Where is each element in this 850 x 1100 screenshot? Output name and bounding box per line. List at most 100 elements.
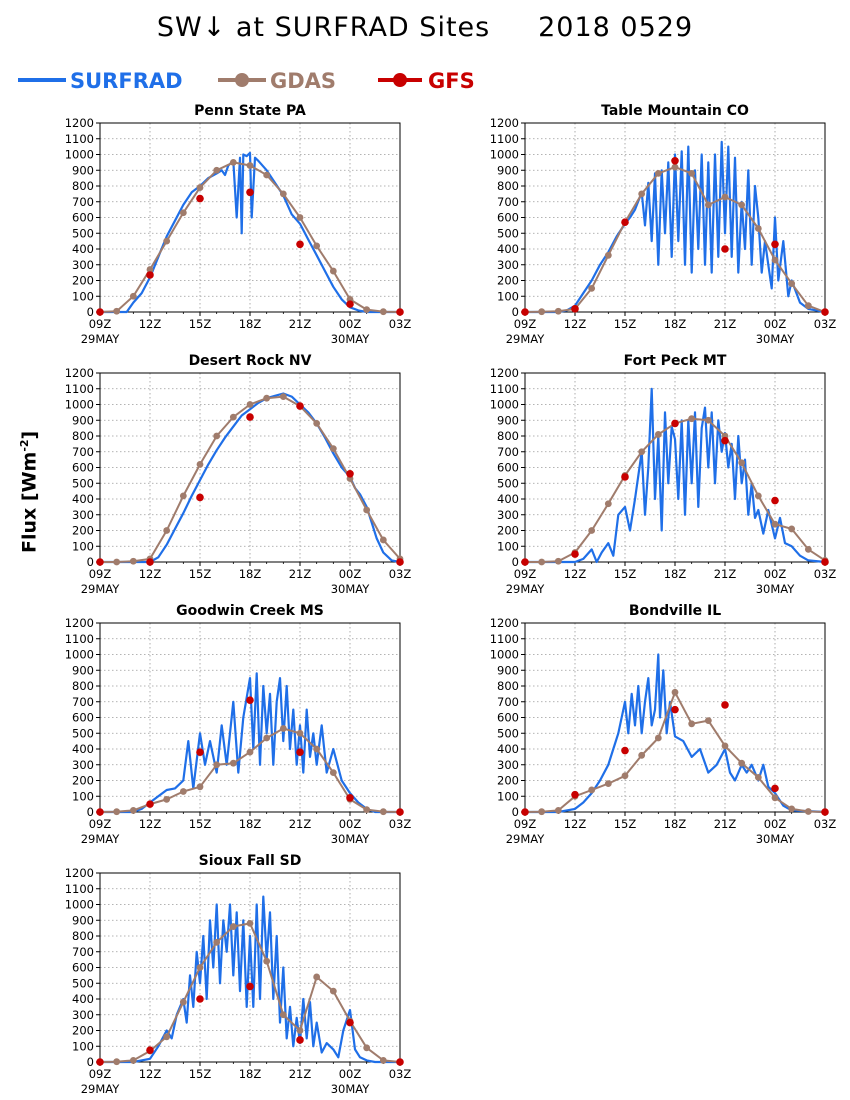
gdas-point xyxy=(246,162,254,169)
gfs-point xyxy=(196,995,204,1003)
gfs-point xyxy=(96,1058,104,1066)
gfs-point xyxy=(146,800,154,808)
gfs-point xyxy=(521,558,529,566)
y-tick-label: 1100 xyxy=(490,132,519,146)
gfs-point xyxy=(571,305,579,313)
gfs-point xyxy=(521,808,529,816)
gdas-point xyxy=(738,459,746,467)
y-tick-label: 1000 xyxy=(65,898,94,912)
gdas-point xyxy=(588,786,596,794)
y-tick-label: 0 xyxy=(512,305,519,319)
legend-surfrad: SURFRAD xyxy=(18,69,183,93)
y-tick-label: 0 xyxy=(87,805,94,819)
x-tick-label: 15Z xyxy=(614,567,637,581)
y-tick-label: 800 xyxy=(497,179,519,193)
x-tick-label: 15Z xyxy=(614,817,637,831)
date-label: 30MAY xyxy=(331,582,371,596)
y-tick-label: 900 xyxy=(72,413,94,427)
y-tick-label: 300 xyxy=(497,758,519,772)
x-tick-label: 03Z xyxy=(389,317,412,331)
gfs-point xyxy=(771,784,779,793)
surfrad-line xyxy=(100,895,400,1064)
x-tick-label: 12Z xyxy=(139,567,162,581)
x-tick-label: 18Z xyxy=(239,567,262,581)
y-tick-label: 700 xyxy=(72,445,94,459)
x-tick-label: 00Z xyxy=(764,817,787,831)
gdas-point xyxy=(113,808,121,816)
y-tick-label: 600 xyxy=(497,461,519,475)
panel-title: Penn State PA xyxy=(194,103,306,119)
gdas-point xyxy=(179,492,187,500)
panel-title: Fort Peck MT xyxy=(624,353,727,369)
gdas-point xyxy=(754,492,762,500)
y-tick-label: 300 xyxy=(497,508,519,522)
x-tick-label: 12Z xyxy=(564,567,587,581)
y-tick-label: 1000 xyxy=(65,398,94,412)
surfrad-line xyxy=(525,653,826,814)
y-tick-label: 200 xyxy=(72,274,94,288)
y-tick-label: 700 xyxy=(72,945,94,959)
gdas-point xyxy=(638,751,646,759)
date-label: 29MAY xyxy=(81,332,121,346)
y-tick-label: 200 xyxy=(72,774,94,788)
y-tick-label: 1200 xyxy=(65,116,94,130)
gfs-point xyxy=(246,982,254,991)
y-tick-label: 900 xyxy=(72,163,94,177)
gdas-point xyxy=(804,546,812,553)
gdas-point xyxy=(229,413,237,421)
gdas-point xyxy=(788,805,796,813)
x-tick-label: 18Z xyxy=(664,817,687,831)
gdas-point xyxy=(229,759,237,767)
y-tick-label: 1200 xyxy=(65,616,94,630)
gdas-point xyxy=(246,401,254,408)
gdas-point xyxy=(196,460,204,468)
x-tick-label: 21Z xyxy=(289,817,312,831)
gdas-point xyxy=(804,302,812,310)
gdas-point xyxy=(688,170,696,177)
date-label: 29MAY xyxy=(81,582,121,596)
x-tick-label: 03Z xyxy=(814,817,837,831)
gdas-point xyxy=(279,1011,287,1019)
y-tick-label: 400 xyxy=(72,492,94,506)
gfs-point xyxy=(571,550,579,558)
y-tick-label: 1000 xyxy=(65,648,94,662)
gfs-point xyxy=(346,470,354,478)
date-label: 29MAY xyxy=(506,332,546,346)
y-tick-label: 500 xyxy=(497,476,519,490)
gdas-point xyxy=(263,734,271,742)
gfs-point xyxy=(396,308,404,316)
y-tick-label: 700 xyxy=(497,445,519,459)
y-tick-label: 700 xyxy=(497,695,519,709)
y-tick-label: 800 xyxy=(72,929,94,943)
y-tick-label: 1200 xyxy=(65,866,94,880)
y-tick-label: 800 xyxy=(497,429,519,443)
gdas-point xyxy=(554,557,562,565)
panel-title: Goodwin Creek MS xyxy=(176,603,324,619)
gdas-point xyxy=(163,1033,171,1041)
x-tick-label: 03Z xyxy=(814,317,837,331)
x-tick-label: 18Z xyxy=(239,817,262,831)
gdas-point xyxy=(671,688,679,696)
y-tick-label: 500 xyxy=(72,226,94,240)
y-tick-label: 400 xyxy=(497,742,519,756)
gfs-point xyxy=(296,240,304,249)
y-tick-label: 1200 xyxy=(490,116,519,130)
gfs-point xyxy=(246,413,254,421)
gfs-point xyxy=(96,808,104,816)
legend: SURFRAD GDAS GFS xyxy=(18,69,475,93)
gfs-point xyxy=(246,696,254,704)
y-tick-label: 500 xyxy=(497,226,519,240)
x-tick-label: 09Z xyxy=(89,1067,112,1081)
gfs-point xyxy=(396,808,404,816)
date-label: 30MAY xyxy=(756,332,796,346)
gfs-point xyxy=(246,188,254,197)
x-tick-label: 09Z xyxy=(89,317,112,331)
legend-gdas-label: GDAS xyxy=(270,69,336,93)
gdas-point xyxy=(363,1044,371,1052)
gdas-point xyxy=(621,772,629,780)
gdas-point xyxy=(721,742,729,750)
panel-title: Desert Rock NV xyxy=(189,353,312,369)
